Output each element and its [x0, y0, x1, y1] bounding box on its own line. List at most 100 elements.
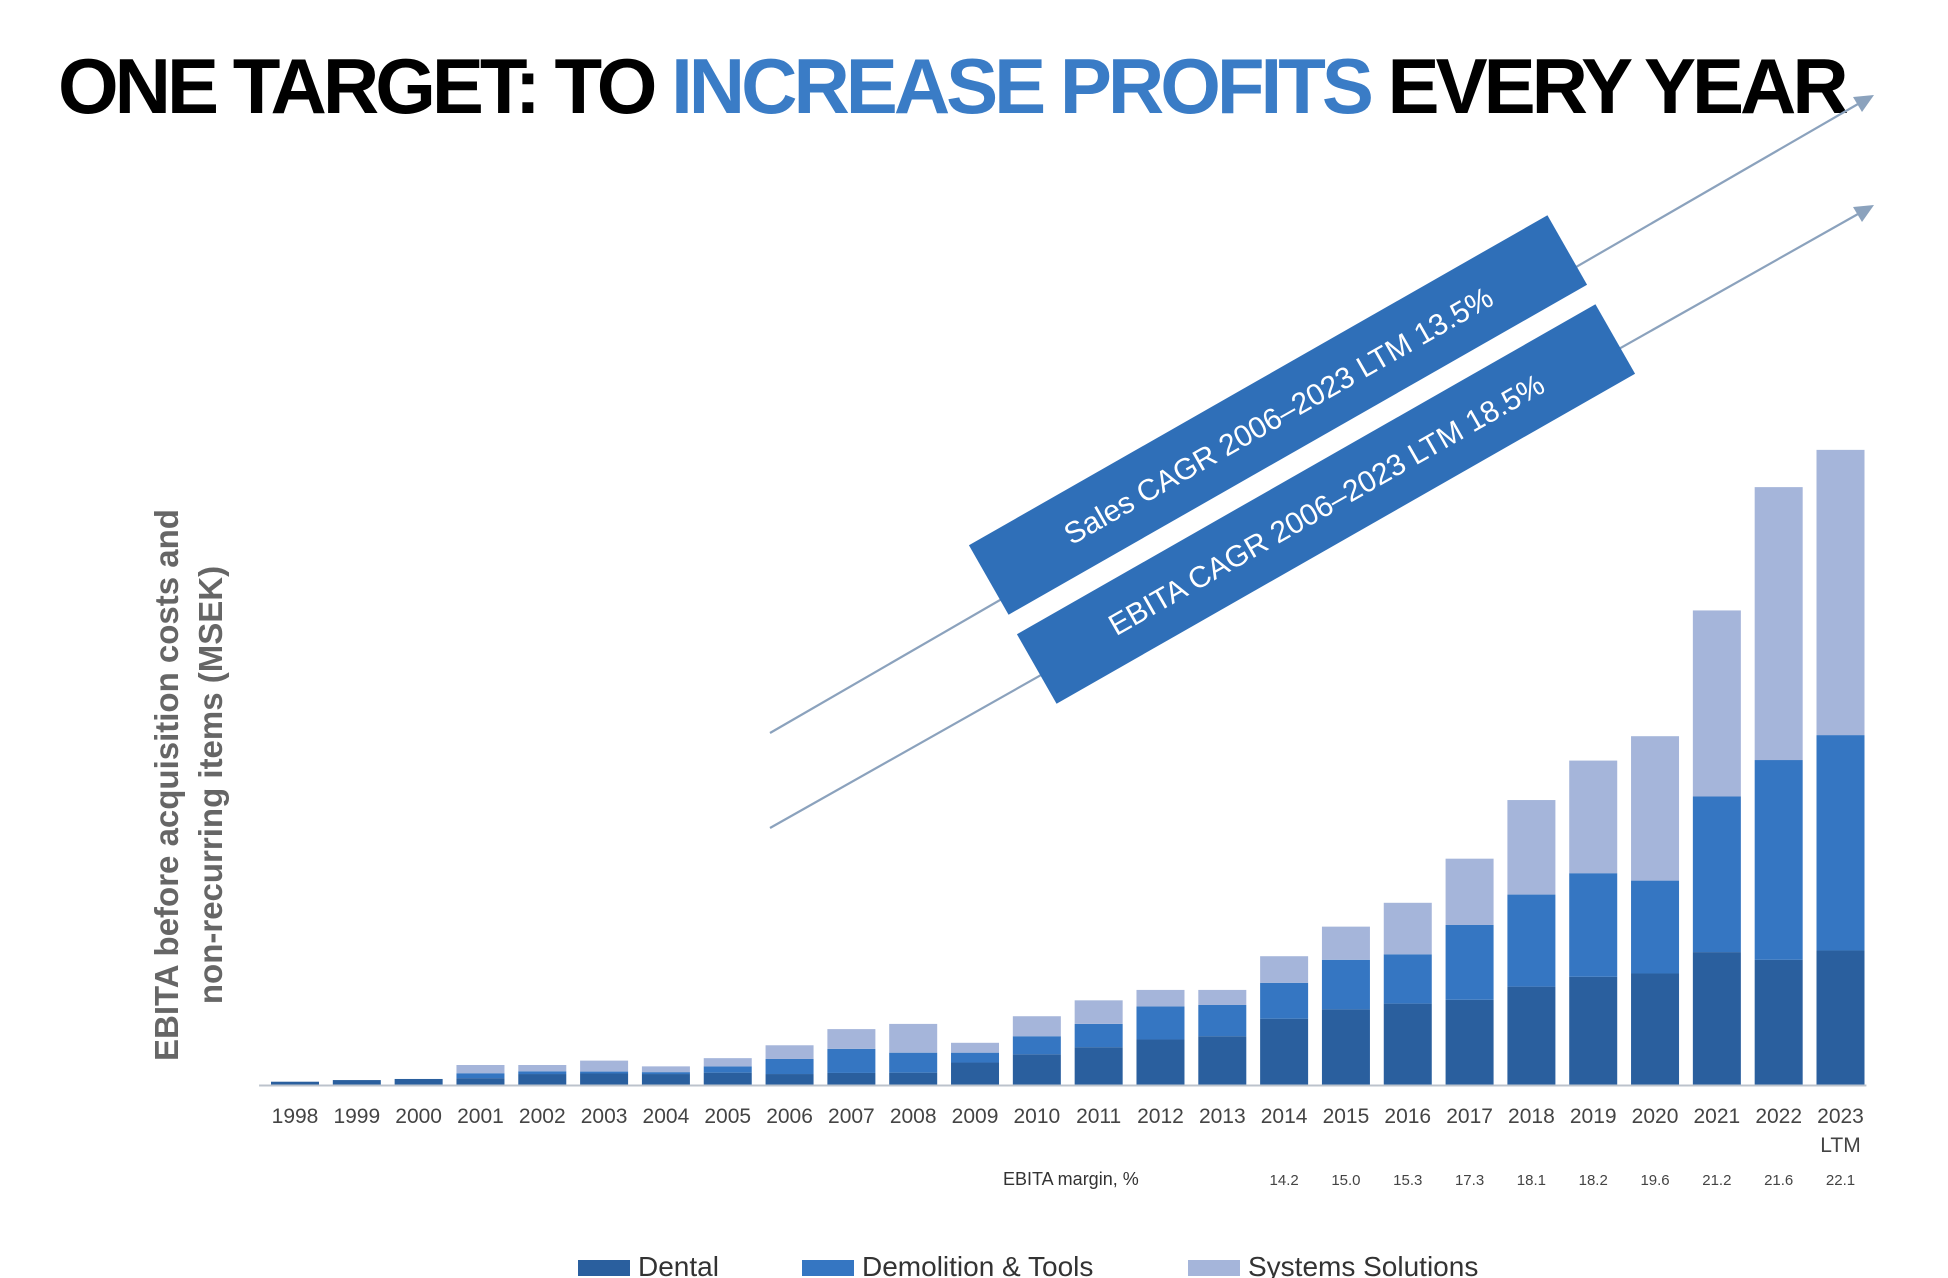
bar-segment — [1321, 1009, 1370, 1085]
legend-label: Systems Solutions — [1248, 1251, 1478, 1278]
bar-segment — [1198, 989, 1247, 1005]
bar-segment — [1754, 760, 1803, 960]
bar-segment — [1692, 610, 1741, 797]
legend-swatch — [578, 1260, 630, 1276]
bar-segment — [1631, 736, 1680, 881]
page-title: ONE TARGET: TO INCREASE PROFITS EVERY YE… — [58, 40, 1849, 132]
x-tick-label: 2003 — [581, 1105, 628, 1128]
ebita-margin-value: 15.0 — [1331, 1172, 1360, 1189]
bar-segment — [1631, 880, 1680, 974]
x-tick-label: 2009 — [952, 1105, 999, 1128]
bar-segment — [1136, 989, 1185, 1007]
bar-segment — [765, 1074, 814, 1085]
bar-segment — [889, 1023, 938, 1053]
ebita-margin-value: 15.3 — [1393, 1172, 1422, 1189]
ebita-margin-value: 21.2 — [1702, 1172, 1731, 1189]
bar-segment — [641, 1072, 690, 1075]
bar-segment — [1816, 950, 1865, 1085]
x-tick-label: 2008 — [890, 1105, 937, 1128]
bar-segment — [641, 1074, 690, 1085]
x-tick-label: 2001 — [457, 1105, 504, 1128]
bar-segment — [951, 1042, 1000, 1053]
bar-segment — [1692, 952, 1741, 1085]
bar-segment — [889, 1072, 938, 1085]
x-tick-label: 2007 — [828, 1105, 875, 1128]
bar-segment — [1260, 956, 1309, 983]
bar-segment — [1260, 982, 1309, 1019]
legend-swatch — [802, 1260, 854, 1276]
bar-segment — [703, 1072, 752, 1085]
bar-segment — [1692, 796, 1741, 953]
bar-segment — [518, 1071, 567, 1075]
bar-segment — [580, 1073, 629, 1085]
bar-segment — [1754, 959, 1803, 1085]
x-tick-label: 2018 — [1508, 1105, 1555, 1128]
x-tick-label: 2020 — [1632, 1105, 1679, 1128]
bar-segment — [641, 1066, 690, 1073]
x-tick-label: 2017 — [1446, 1105, 1493, 1128]
x-tick-label: 1998 — [272, 1105, 319, 1128]
sales-cagr-banner — [968, 215, 1588, 615]
bar-segment — [271, 1081, 319, 1085]
x-tick-label: 2011 — [1076, 1105, 1121, 1128]
x-tick-label: 2010 — [1013, 1105, 1060, 1128]
ebita-margin-value: 18.2 — [1579, 1172, 1608, 1189]
title-part-2: EVERY YEAR — [1369, 42, 1849, 130]
ebita-margin-value: 22.1 — [1826, 1172, 1855, 1189]
bar-segment — [456, 1073, 505, 1079]
bar-segment — [765, 1045, 814, 1059]
x-tick-label: 2004 — [643, 1105, 690, 1128]
bar-segment — [518, 1074, 567, 1085]
x-tick-label: 2005 — [704, 1105, 751, 1128]
bar-segment — [1136, 1039, 1185, 1085]
bar-segment — [1569, 873, 1618, 977]
ebita-margin-value: 21.6 — [1764, 1172, 1793, 1189]
bar-segment — [1816, 449, 1865, 736]
ebita-cagr-banner — [1016, 304, 1636, 704]
bar-segment — [1136, 1006, 1185, 1040]
legend-label: Dental — [638, 1251, 719, 1278]
x-tick-label: 2023 — [1817, 1105, 1864, 1128]
title-part-1: ONE TARGET: TO — [58, 42, 672, 130]
bar-segment — [1074, 1000, 1123, 1024]
bar-segment — [1445, 858, 1494, 925]
bar-segment — [703, 1058, 752, 1067]
legend-label: Demolition & Tools — [862, 1251, 1093, 1278]
ebita-margin-value: 18.1 — [1517, 1172, 1546, 1189]
bar-segment — [580, 1071, 629, 1074]
sales-cagr-arrowhead — [1853, 95, 1874, 112]
bar-segment — [456, 1065, 505, 1074]
bar-segment — [1445, 924, 1494, 1000]
x-tick-label: 2019 — [1570, 1105, 1617, 1128]
bar-segment — [1012, 1054, 1061, 1085]
bar-segment — [951, 1052, 1000, 1063]
bar-segment — [1569, 976, 1618, 1085]
bar-segment — [1816, 735, 1865, 951]
x-tick-label: 2006 — [766, 1105, 813, 1128]
ebita-margin-label: EBITA margin, % — [1003, 1169, 1139, 1189]
bar-segment — [1074, 1047, 1123, 1085]
bar-segment — [827, 1048, 876, 1073]
x-tick-label: 2015 — [1323, 1105, 1370, 1128]
x-tick-label: 2012 — [1137, 1105, 1184, 1128]
bar-segment — [1198, 1004, 1247, 1037]
bar-segment — [1754, 487, 1803, 761]
bar-segment — [765, 1058, 814, 1075]
bar-segment — [580, 1060, 629, 1072]
ebita-cagr-arrowhead — [1853, 205, 1874, 222]
bar-segment — [951, 1062, 1000, 1085]
bar-segment — [827, 1072, 876, 1085]
ebita-margin-value: 19.6 — [1640, 1172, 1669, 1189]
x-tick-label: 1999 — [333, 1105, 380, 1128]
bar-segment — [394, 1078, 443, 1085]
x-tick-label: 2000 — [395, 1105, 442, 1128]
x-tick-label: 2013 — [1199, 1105, 1246, 1128]
y-axis-label-line-2: non-recurring items (MSEK) — [192, 566, 229, 1004]
bar-segment — [1321, 959, 1370, 1010]
bar-segment — [1321, 926, 1370, 960]
bar-segment — [1198, 1036, 1247, 1085]
bar-segment — [1260, 1018, 1309, 1085]
bar-segment — [1445, 999, 1494, 1085]
bar-segment — [1507, 986, 1556, 1085]
